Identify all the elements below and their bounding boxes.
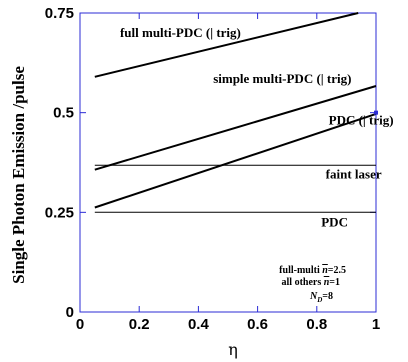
series-end-marker — [374, 110, 378, 115]
x-tick-label: 0.2 — [129, 316, 150, 333]
x-tick-label: 0.8 — [306, 316, 327, 333]
series-annotation: full multi-PDC (| trig) — [120, 25, 241, 40]
plot-area — [79, 12, 377, 313]
ticks: 0 0.2 0.4 0.6 0.8 1 0 0.25 0.5 0.75 — [45, 5, 380, 333]
plot-frame — [79, 12, 377, 313]
parameter-note: full-multi n=2.5 all others n=1 ND=8 — [279, 265, 346, 304]
y-tick-label: 0 — [66, 304, 74, 321]
note-line-2: all others n=1 — [282, 277, 340, 288]
series-line — [94, 12, 359, 78]
x-tick-label: 0.4 — [188, 316, 210, 333]
series-line — [94, 112, 377, 209]
x-axis-label: η — [228, 340, 238, 359]
series-annotation: simple multi-PDC (| trig) — [213, 71, 351, 86]
series-annotation: PDC — [321, 214, 348, 229]
y-axis-label: Single Photon Emission /pulse — [9, 66, 28, 284]
series-annotation: PDC (| trig) — [329, 113, 394, 128]
x-tick-label: 0 — [76, 316, 84, 333]
series-annotation: faint laser — [326, 166, 382, 181]
x-tick-label: 0.6 — [247, 316, 268, 333]
annotations: full multi-PDC (| trig) simple multi-PDC … — [120, 25, 394, 229]
y-tick-label: 0.75 — [45, 5, 74, 22]
y-tick-label: 0.25 — [45, 204, 74, 221]
series-line — [94, 85, 377, 171]
note-line-1: full-multi n=2.5 — [279, 265, 346, 276]
y-tick-label: 0.5 — [53, 105, 74, 122]
x-tick-label: 1 — [372, 316, 380, 333]
series-lines — [94, 12, 378, 213]
note-line-3: ND=8 — [309, 291, 333, 304]
